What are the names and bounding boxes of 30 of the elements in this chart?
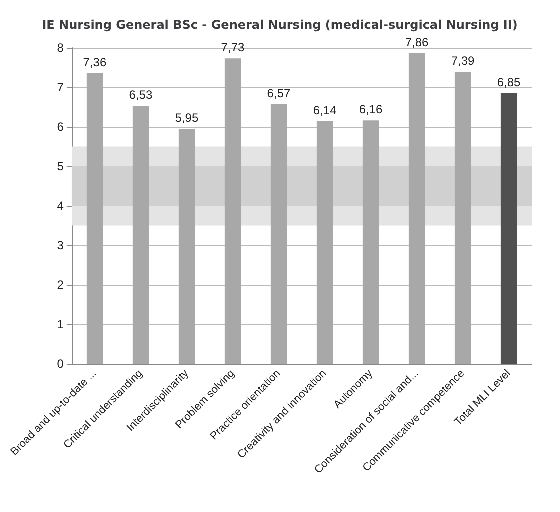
data-label: 6,85 — [497, 75, 521, 90]
bar — [316, 121, 334, 364]
bar — [454, 72, 472, 364]
y-tick-label: 5 — [57, 160, 64, 174]
data-label: 7,86 — [405, 36, 429, 50]
data-label: 6,57 — [267, 86, 291, 100]
y-tick-label: 1 — [57, 318, 64, 332]
data-label: 6,14 — [313, 103, 337, 118]
y-tick-label: 0 — [57, 357, 64, 371]
bar — [362, 120, 380, 364]
data-label: 7,36 — [83, 55, 107, 70]
bar — [86, 73, 104, 364]
data-label: 7,39 — [451, 54, 475, 68]
bar — [270, 104, 288, 364]
bar — [132, 106, 150, 364]
bar — [178, 128, 196, 364]
chart-title: IE Nursing General BSc - General Nursing (medical-surgical Nursing II) — [42, 18, 518, 32]
y-tick-label: 2 — [57, 278, 64, 292]
y-tick-label: 4 — [57, 199, 64, 213]
bar — [500, 93, 518, 364]
y-tick-label: 3 — [57, 238, 64, 252]
y-tick-label: 7 — [57, 80, 64, 94]
data-label: 6,16 — [359, 102, 383, 117]
y-tick-label: 6 — [57, 120, 64, 134]
y-tick-label: 8 — [57, 41, 64, 55]
data-label: 5,95 — [175, 110, 199, 125]
data-label: 6,53 — [129, 88, 153, 102]
bar — [408, 54, 426, 364]
bar — [224, 58, 242, 364]
data-label: 7,73 — [221, 40, 245, 55]
